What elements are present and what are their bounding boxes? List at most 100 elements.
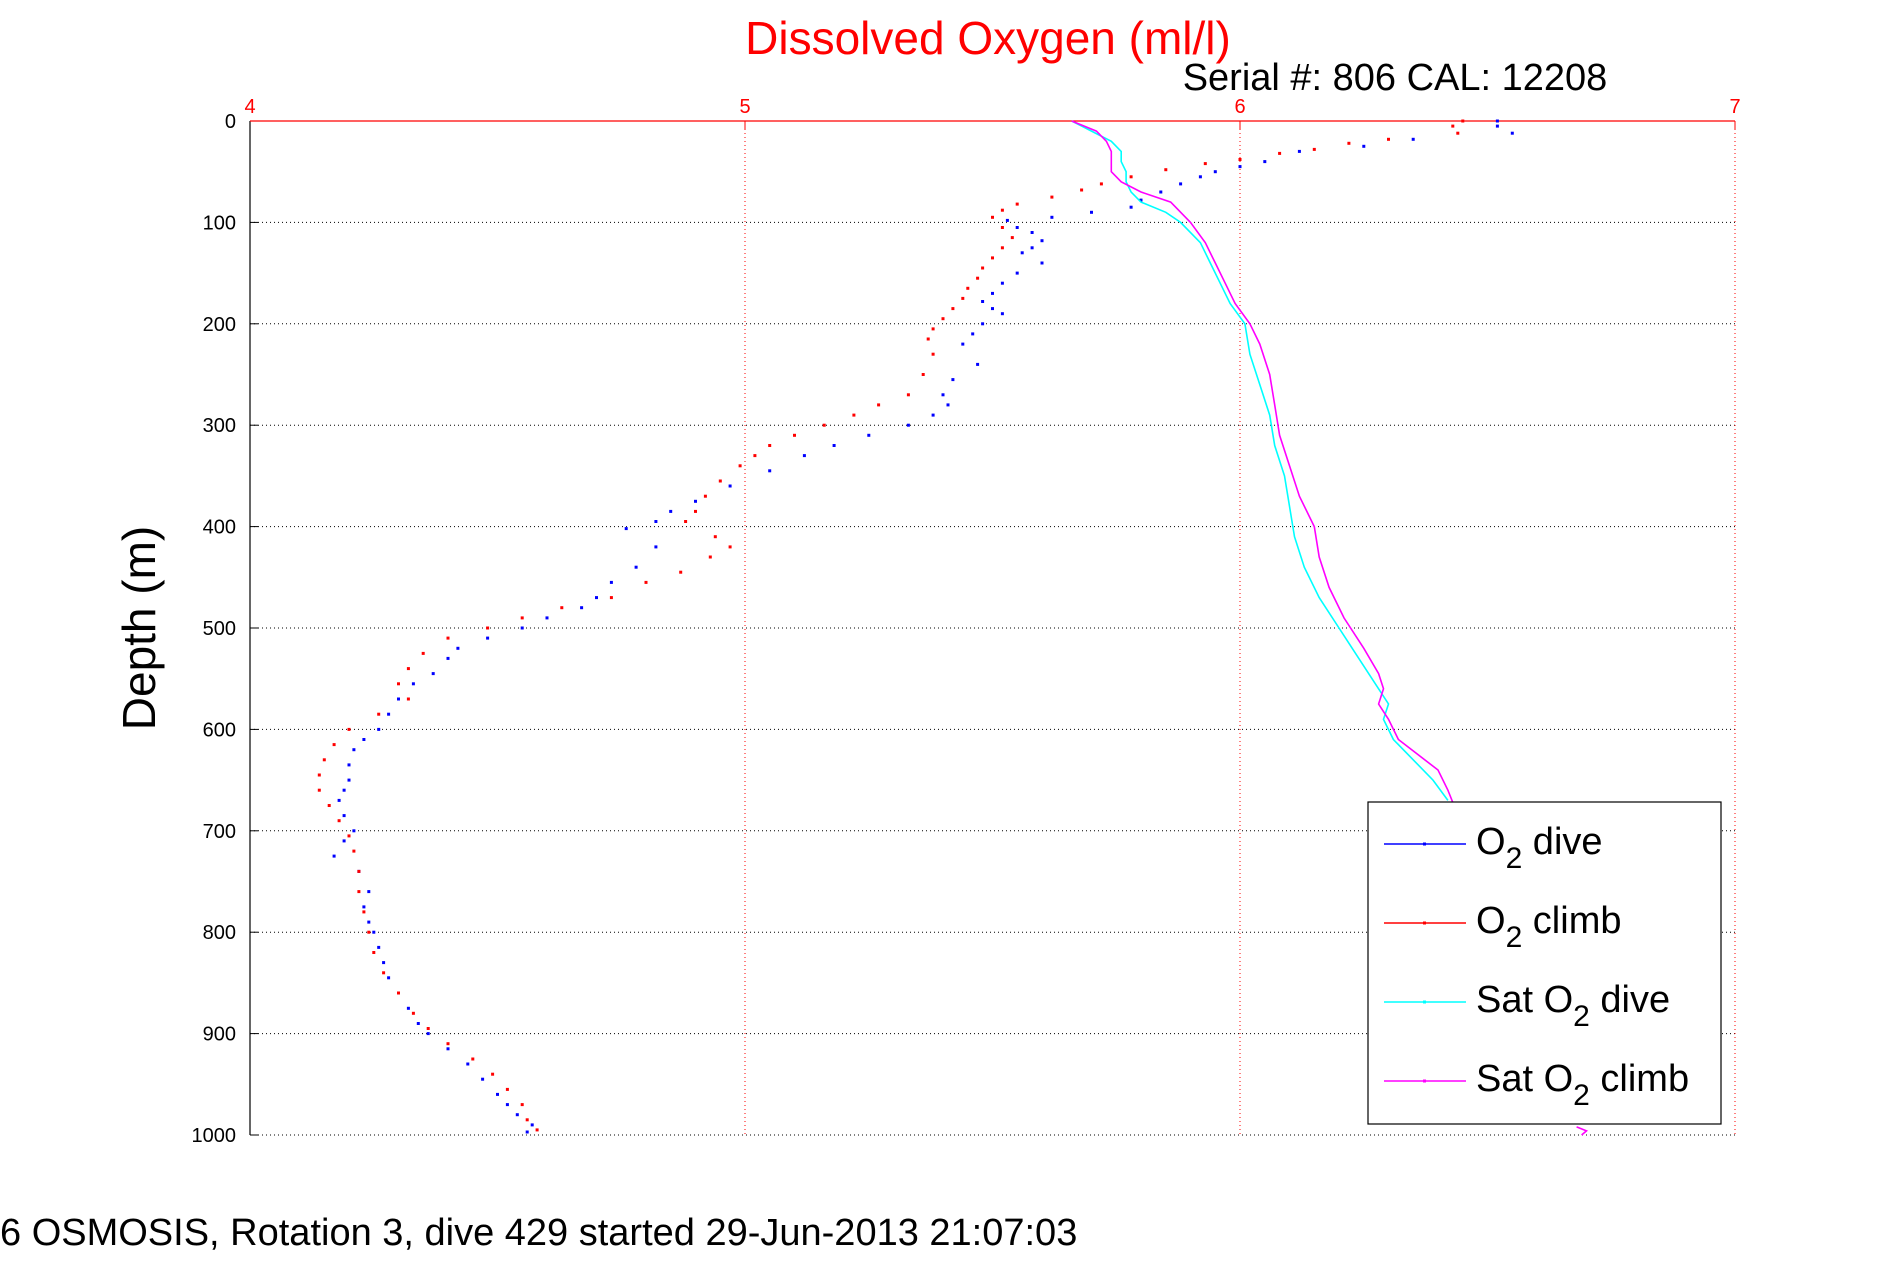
- data-point: [367, 930, 371, 934]
- data-point: [535, 1128, 539, 1132]
- data-point: [1010, 236, 1014, 240]
- data-point: [362, 910, 366, 914]
- legend-label-main: Sat O: [1476, 979, 1573, 1021]
- data-point: [525, 1118, 529, 1122]
- y-tick-label: 1000: [192, 1125, 237, 1147]
- data-point: [337, 819, 341, 823]
- data-point: [347, 763, 351, 767]
- data-point: [1263, 160, 1267, 164]
- data-point: [352, 849, 356, 853]
- data-point: [456, 646, 460, 650]
- chart-subtitle: Serial #: 806 CAL: 12208: [1183, 57, 1608, 99]
- data-point: [1198, 175, 1202, 179]
- data-point: [431, 672, 435, 676]
- data-point: [1000, 312, 1004, 316]
- data-point: [595, 596, 598, 600]
- data-point: [966, 286, 970, 290]
- data-point: [421, 651, 425, 655]
- data-point: [1495, 124, 1499, 128]
- data-point: [713, 535, 717, 539]
- data-point: [1030, 231, 1034, 234]
- data-point: [357, 890, 361, 894]
- data-point: [491, 1072, 495, 1076]
- data-point: [1164, 168, 1168, 172]
- data-point: [981, 322, 985, 326]
- data-point: [1099, 182, 1103, 186]
- data-point: [1090, 210, 1093, 214]
- data-point: [1411, 137, 1415, 141]
- legend-label-rest: dive: [1590, 979, 1670, 1021]
- y-tick-label: 300: [203, 415, 236, 437]
- y-tick-label: 900: [203, 1024, 236, 1046]
- data-point: [654, 520, 658, 523]
- series-3: [1071, 120, 1454, 803]
- data-point: [367, 890, 371, 894]
- series-group: [317, 119, 1589, 1136]
- legend-label: Sat O2 climb: [1476, 1058, 1689, 1112]
- data-point: [397, 697, 400, 701]
- x-tick-label: 5: [739, 96, 750, 118]
- data-point: [1015, 226, 1019, 229]
- data-point: [352, 748, 356, 752]
- data-point: [1456, 131, 1460, 135]
- data-point: [669, 509, 673, 513]
- legend-box: [1367, 801, 1722, 1125]
- data-point: [426, 1027, 430, 1030]
- data-point: [832, 444, 836, 447]
- data-point: [906, 393, 910, 397]
- data-point: [1005, 218, 1009, 222]
- data-point: [961, 342, 965, 346]
- data-point: [931, 327, 935, 331]
- data-point: [921, 373, 925, 376]
- data-point: [1238, 165, 1242, 169]
- data-point: [446, 636, 450, 640]
- data-point: [1040, 239, 1044, 243]
- data-point: [1129, 175, 1133, 179]
- legend-label-subscript: 2: [1506, 921, 1523, 954]
- data-point: [694, 499, 697, 503]
- data-point: [446, 1042, 450, 1046]
- data-point: [694, 509, 697, 513]
- data-point: [486, 626, 490, 630]
- legend-label-rest: dive: [1522, 821, 1602, 863]
- x-tick-label: 6: [1234, 96, 1245, 118]
- series-line: [1071, 120, 1454, 803]
- data-point: [1278, 151, 1282, 155]
- legend-marker: [1423, 921, 1426, 925]
- data-point: [580, 606, 584, 610]
- data-point: [505, 1087, 509, 1091]
- data-point: [1510, 131, 1514, 135]
- legend-marker: [1423, 842, 1426, 846]
- data-point: [357, 869, 361, 873]
- data-point: [1238, 158, 1242, 161]
- data-point: [976, 276, 980, 280]
- y-tick-label: 500: [203, 618, 236, 640]
- data-point: [1020, 251, 1024, 255]
- data-point: [1080, 188, 1084, 192]
- data-point: [337, 798, 341, 802]
- series-line: [1576, 1126, 1589, 1136]
- x-tick-label: 4: [244, 96, 255, 118]
- data-point: [1050, 215, 1054, 219]
- y-tick-label: 800: [203, 922, 236, 944]
- data-point: [802, 454, 806, 458]
- data-point: [1297, 149, 1301, 153]
- legend-label-main: O: [1476, 821, 1506, 863]
- data-point: [347, 778, 351, 782]
- data-point: [941, 317, 945, 321]
- data-point: [644, 580, 648, 584]
- data-point: [1000, 226, 1004, 229]
- data-point: [634, 565, 638, 569]
- data-point: [525, 1130, 529, 1134]
- legend-label-rest: climb: [1590, 1058, 1689, 1100]
- data-point: [362, 905, 366, 909]
- data-point: [926, 337, 930, 341]
- data-point: [322, 758, 326, 762]
- data-point: [347, 727, 351, 731]
- data-point: [991, 291, 994, 295]
- data-point: [520, 626, 524, 630]
- data-point: [406, 1006, 410, 1010]
- data-point: [1000, 281, 1004, 285]
- data-point: [1347, 141, 1351, 145]
- data-point: [347, 834, 351, 838]
